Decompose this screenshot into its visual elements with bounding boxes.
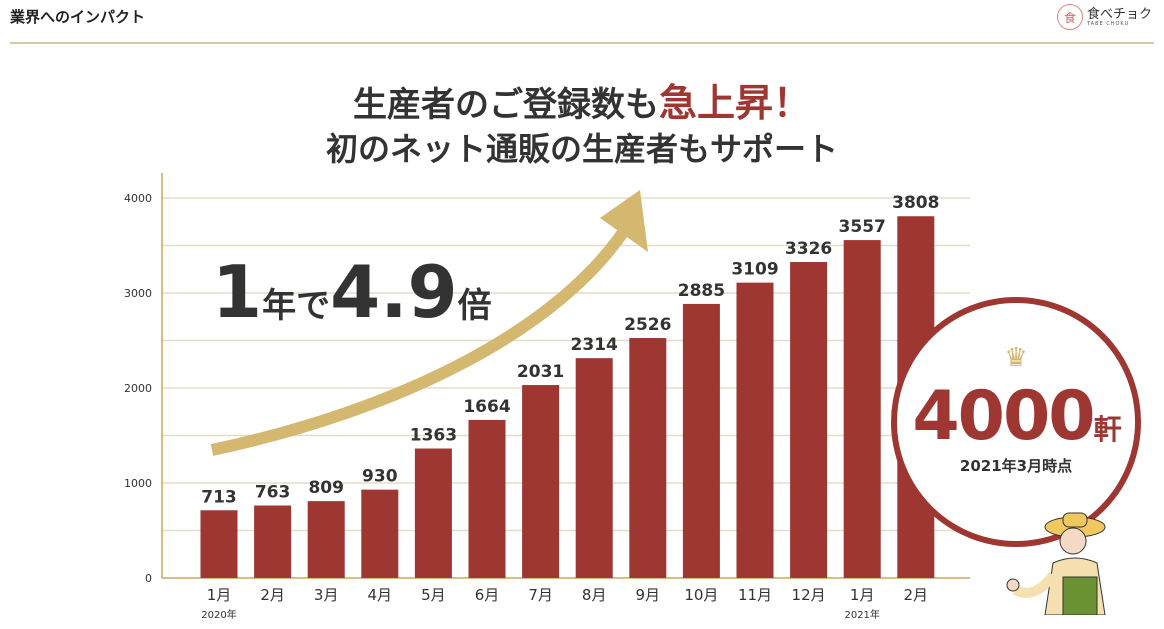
farmer-illustration (1006, 512, 1106, 615)
bar-value-label: 3808 (892, 193, 939, 213)
bar (575, 358, 613, 578)
logo-text: 食べチョク (1086, 6, 1152, 22)
growth-arrow (210, 221, 634, 456)
y-tick-label: 4000 (124, 192, 152, 205)
bar (307, 501, 345, 578)
bar (200, 510, 238, 578)
bar (629, 338, 667, 578)
bar-value-label: 1363 (410, 426, 457, 446)
bar (790, 262, 828, 578)
x-tick-label: 8月 (582, 586, 607, 604)
bar-value-label: 3326 (785, 239, 832, 259)
bar (414, 448, 452, 578)
year-label: 2020年 (201, 608, 236, 621)
bar-value-label: 3109 (731, 260, 778, 280)
headline-line2: 初のネット通販の生産者もサポート (325, 130, 838, 168)
bar-value-label: 809 (308, 478, 344, 498)
x-tick-label: 9月 (636, 586, 661, 604)
bar (254, 505, 292, 578)
page-header-title: 業界へのインパクト (10, 8, 146, 26)
total-date: 2021年3月時点 (959, 457, 1073, 475)
bar (468, 419, 506, 578)
y-tick-label: 3000 (124, 287, 152, 300)
x-tick-label: 7月 (528, 586, 553, 604)
bar (843, 240, 881, 578)
x-tick-label: 10月 (684, 586, 718, 604)
growth-callout: 1年で4.9倍 (212, 250, 492, 334)
x-tick-label: 1月 (207, 586, 232, 604)
crown-icon: ♛ (1004, 343, 1028, 373)
bar-value-label: 930 (362, 467, 398, 487)
bar-value-label: 2526 (624, 315, 671, 335)
headline-line1: 生産者のご登録数も急上昇！ (352, 81, 811, 125)
x-tick-label: 11月 (738, 586, 772, 604)
header-divider (10, 42, 1154, 44)
x-tick-label: 3月 (314, 586, 339, 604)
bar-value-label: 3557 (839, 217, 886, 237)
x-tick-label: 6月 (475, 586, 500, 604)
bar (736, 282, 774, 578)
logo-subtext: TABE CHOKU (1086, 20, 1130, 27)
y-tick-label: 1000 (124, 477, 152, 490)
y-tick-label: 2000 (124, 382, 152, 395)
growth-arrow-head (600, 190, 648, 252)
bar-value-label: 763 (255, 483, 291, 503)
x-tick-label: 5月 (421, 586, 446, 604)
bar (361, 489, 399, 578)
y-tick-label: 0 (145, 572, 152, 585)
bar-value-label: 2314 (571, 335, 618, 355)
brand-logo: 食 食べチョク TABE CHOKU (1056, 4, 1152, 30)
bar (522, 385, 560, 578)
logo-icon: 食 (1056, 4, 1083, 30)
bar-value-label: 2885 (678, 281, 725, 301)
bar-value-label: 1664 (463, 397, 510, 417)
x-tick-label: 2月 (260, 586, 285, 604)
bar-value-label: 2031 (517, 362, 564, 382)
x-tick-label: 4月 (368, 586, 393, 604)
year-label: 2021年 (844, 608, 879, 621)
bar-value-label: 713 (201, 487, 237, 507)
x-tick-label: 1月 (850, 586, 875, 604)
total-badge: ♛ 4000軒 2021年3月時点 (891, 297, 1141, 547)
x-tick-label: 12月 (792, 586, 826, 604)
x-tick-label: 2月 (904, 586, 929, 604)
bar (682, 303, 720, 578)
total-count: 4000軒 (912, 377, 1121, 456)
